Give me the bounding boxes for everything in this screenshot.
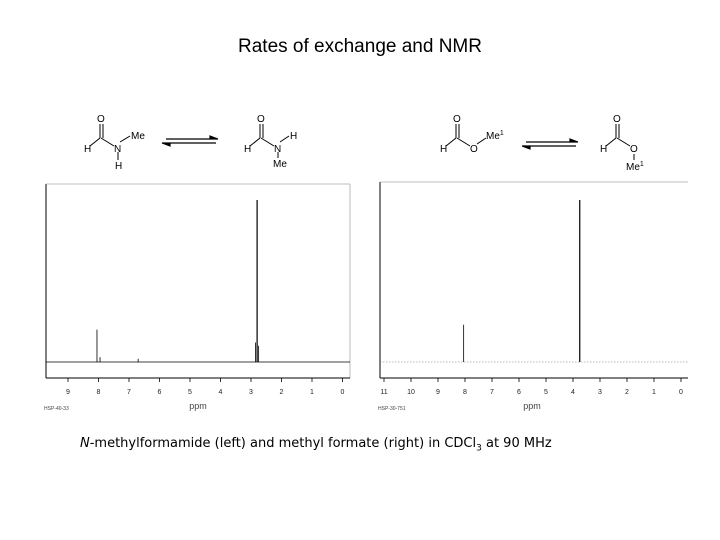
- axis-tick-label: 3: [249, 389, 253, 396]
- atom-me: Me1: [626, 161, 644, 173]
- axis-tick-label: 0: [679, 389, 683, 396]
- atom-h: H: [440, 144, 447, 155]
- molecule-b: [605, 124, 635, 160]
- spectrum-file-id: HSP-40-33: [44, 406, 69, 412]
- axis-tick-label: 3: [598, 389, 602, 396]
- spectrum-file-id: HSP-30-751: [378, 406, 406, 412]
- atom-o-ester: O: [470, 144, 478, 155]
- atom-h-n: H: [290, 131, 297, 142]
- atom-me: Me: [273, 159, 287, 170]
- atom-me: Me1: [486, 130, 504, 142]
- atom-n: N: [114, 144, 121, 155]
- axis-tick-label: 9: [66, 389, 70, 396]
- axis-tick-label: 1: [310, 389, 314, 396]
- axis-tick-label: 8: [97, 389, 101, 396]
- caption-subscript: 3: [476, 443, 482, 454]
- caption-text-end: at 90 MHz: [481, 436, 552, 451]
- axis-tick-label: 5: [188, 389, 192, 396]
- right-exchange-scheme: O H O Me1 O H O Me1: [440, 114, 644, 173]
- equilibrium-arrows: [161, 135, 219, 147]
- atom-o: O: [97, 114, 105, 125]
- axis-tick-label: 2: [280, 389, 284, 396]
- atom-h: H: [600, 144, 607, 155]
- axis-tick-label: 8: [463, 389, 467, 396]
- molecule-a: [445, 124, 487, 147]
- atom-o-ester: O: [630, 144, 638, 155]
- axis-tick-label: 6: [517, 389, 521, 396]
- slide-title: Rates of exchange and NMR: [238, 36, 482, 57]
- atom-o-carbonyl: O: [453, 114, 461, 125]
- figure-caption: N-methylformamide (left) and methyl form…: [80, 436, 552, 454]
- right-nmr-spectrum: 11 10 9 8 7 6 5 4 3 2 1 0 ppm HSP-30-751: [378, 181, 688, 412]
- molecule-a: [89, 124, 131, 160]
- axis-tick-label: 0: [341, 389, 345, 396]
- atom-o: O: [257, 114, 265, 125]
- caption-text: -methylformamide (left) and methyl forma…: [89, 436, 477, 451]
- axis-tick-label: 6: [158, 389, 162, 396]
- atom-o-carbonyl: O: [613, 114, 621, 125]
- axis-tick-label: 11: [380, 389, 387, 396]
- caption-italic-n: N: [80, 436, 90, 451]
- axis-tick-label: 9: [436, 389, 440, 396]
- left-exchange-scheme: O H N Me H O H N H Me: [84, 114, 297, 172]
- atom-h: H: [84, 144, 91, 155]
- atom-n: N: [274, 144, 281, 155]
- axis-tick-label: 7: [127, 389, 131, 396]
- axis-label: ppm: [523, 401, 541, 411]
- axis-tick-label: 10: [407, 389, 415, 396]
- left-nmr-spectrum: 9 8 7 6 5 4 3 2 1 0 ppm HSP-40-33: [44, 183, 351, 412]
- axis-label: ppm: [189, 401, 207, 411]
- atom-me: Me: [131, 131, 145, 142]
- axis-tick-label: 1: [652, 389, 656, 396]
- atom-h: H: [244, 144, 251, 155]
- axis-tick-label: 4: [219, 389, 223, 396]
- molecule-b: [249, 124, 290, 158]
- equilibrium-arrows: [521, 138, 579, 150]
- axis-tick-label: 7: [490, 389, 494, 396]
- axis-tick-label: 2: [625, 389, 629, 396]
- atom-h-n: H: [115, 161, 122, 172]
- axis-tick-label: 4: [571, 389, 575, 396]
- axis-tick-label: 5: [544, 389, 548, 396]
